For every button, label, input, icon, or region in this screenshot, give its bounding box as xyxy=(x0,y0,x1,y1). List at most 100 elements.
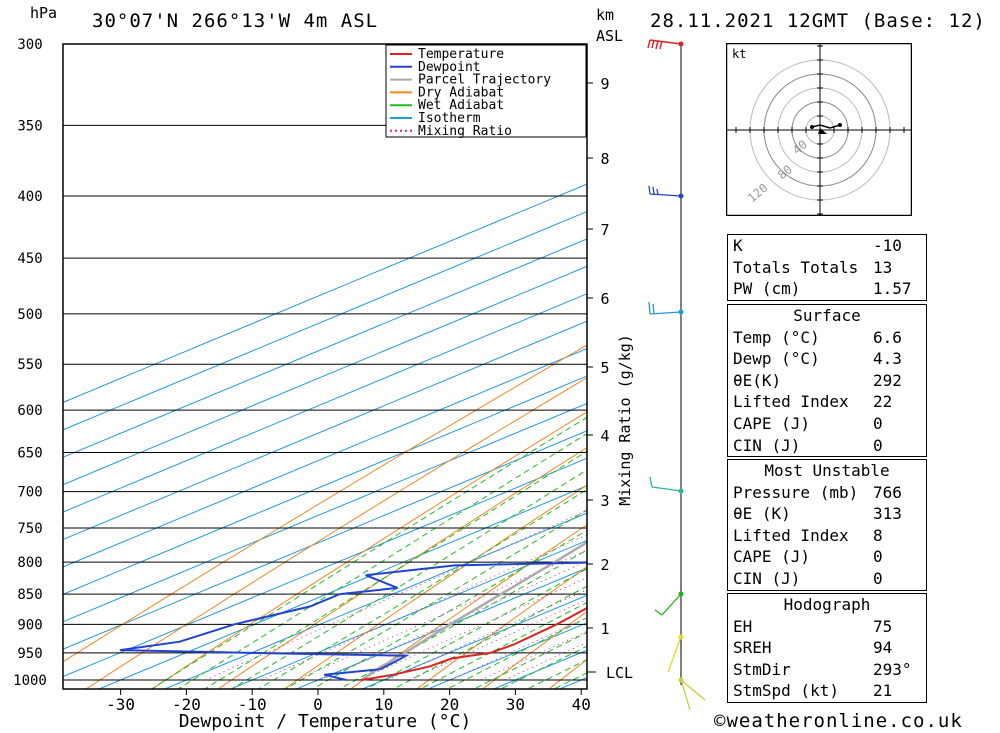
dry-adiabat-line xyxy=(481,611,587,689)
index-value: 94 xyxy=(873,638,893,658)
indices-most-unstable-box: Most Unstable Pressure (mb) 766 θE (K) 313 L… xyxy=(727,459,927,591)
pressure-tick-label: 300 xyxy=(17,37,42,53)
x-tick-label: 30 xyxy=(506,695,525,714)
index-value: 1.57 xyxy=(873,279,912,299)
legend-label: Mixing Ratio xyxy=(418,124,512,139)
wind-barb-icon xyxy=(654,593,682,616)
isotherm-line xyxy=(63,238,587,458)
index-label: StmSpd (kt) xyxy=(733,681,839,701)
legend-label: Parcel Trajectory xyxy=(418,73,551,88)
pressure-tick-label: 600 xyxy=(17,403,42,419)
km-tick-label: 1 xyxy=(600,620,609,638)
index-label: θE(K) xyxy=(733,370,782,390)
dry-adiabat-line xyxy=(349,524,587,689)
wet-adiabat-line xyxy=(150,416,587,689)
wet-adiabat-line xyxy=(230,469,587,689)
index-value: 6.6 xyxy=(873,327,902,347)
index-row: Lifted Index 22 xyxy=(728,391,926,413)
indices-basic-box: K -10 Totals Totals 13 PW (cm) 1.57 xyxy=(727,234,927,301)
index-row: CIN (J) 0 xyxy=(728,435,926,457)
km-tick-label: 4 xyxy=(600,427,609,445)
wet-adiabat-line xyxy=(446,617,587,689)
index-value: 293° xyxy=(873,659,912,679)
index-row: θE(K) 292 xyxy=(728,370,926,392)
index-value: 766 xyxy=(873,482,902,502)
dry-adiabat-line xyxy=(217,446,587,689)
index-value: 75 xyxy=(873,616,893,636)
wet-adiabat-line xyxy=(365,568,587,689)
index-label: CIN (J) xyxy=(733,435,801,455)
plot-frame xyxy=(62,43,588,690)
legend-label: Isotherm xyxy=(418,111,481,126)
x-tick-label: -10 xyxy=(238,695,267,714)
index-label: PW (cm) xyxy=(733,279,801,299)
wet-adiabat-line xyxy=(203,450,587,689)
wet-adiabat-line xyxy=(257,488,587,689)
index-row: K -10 xyxy=(728,235,926,257)
dry-adiabat-line xyxy=(283,484,587,689)
wind-barb-icon xyxy=(649,476,682,492)
index-value: 292 xyxy=(873,370,902,390)
storm-motion-icon xyxy=(818,128,827,134)
index-label: CAPE (J) xyxy=(733,547,811,567)
pressure-tick-label: 850 xyxy=(17,587,42,603)
index-label: Totals Totals xyxy=(733,257,859,277)
isotherm-line xyxy=(63,457,587,678)
km-tick-label: 7 xyxy=(600,221,609,239)
pressure-tick-label: 750 xyxy=(17,521,42,537)
wind-barb-icon xyxy=(647,39,682,50)
index-value: 13 xyxy=(873,257,893,277)
km-tick-label: 2 xyxy=(600,556,609,574)
wind-barb-icon xyxy=(648,185,682,197)
pressure-tick-label: 500 xyxy=(17,307,42,323)
index-label: Dewp (°C) xyxy=(733,349,820,369)
index-row: CIN (J) 0 xyxy=(728,568,926,590)
pressure-tick-label: 700 xyxy=(17,485,42,501)
isotherm-line xyxy=(63,293,587,513)
indices-surface-box: Surface Temp (°C) 6.6 Dewp (°C) 4.3 θE(K) 292… xyxy=(727,304,927,458)
isotherm-line xyxy=(63,430,587,650)
lcl-label: LCL xyxy=(606,664,633,682)
isotherm-line xyxy=(63,375,587,595)
wet-adiabat-line xyxy=(177,433,587,689)
wet-adiabat-line xyxy=(472,631,587,689)
hodograph-ring-label: 120 xyxy=(745,181,771,206)
parcel-trajectory-curve xyxy=(360,540,587,682)
index-row: Dewp (°C) 4.3 xyxy=(728,348,926,370)
legend-label: Wet Adiabat xyxy=(418,98,504,113)
copyright-footer: ©weatheronline.co.uk xyxy=(714,710,963,732)
index-value: 0 xyxy=(873,435,883,455)
hodograph-point xyxy=(838,123,842,127)
index-label: Lifted Index xyxy=(733,392,849,412)
dry-adiabat-line xyxy=(994,8,1000,706)
index-label: Temp (°C) xyxy=(733,327,820,347)
hodograph-point xyxy=(810,125,814,129)
index-row: EH 75 xyxy=(728,616,926,638)
most-unstable-title: Most Unstable xyxy=(764,461,890,480)
hodograph-trace xyxy=(811,124,841,129)
index-label: CAPE (J) xyxy=(733,413,811,433)
x-tick-label: 0 xyxy=(313,695,323,714)
index-row: StmDir 293° xyxy=(728,659,926,681)
pressure-tick-label: 800 xyxy=(17,555,42,571)
index-value: 21 xyxy=(873,681,893,701)
x-tick-label: 40 xyxy=(572,695,591,714)
dry-adiabat-line xyxy=(928,8,1000,706)
pressure-tick-label: 900 xyxy=(17,617,42,633)
dewpoint-curve xyxy=(119,561,587,681)
dry-adiabat-line xyxy=(85,377,587,689)
index-value: 0 xyxy=(873,568,883,588)
isotherm-line xyxy=(163,512,587,689)
hodograph-title: Hodograph xyxy=(783,595,871,614)
pressure-tick-label: 350 xyxy=(17,118,42,134)
km-tick-label: 9 xyxy=(600,75,609,93)
wind-barb-icon xyxy=(667,636,682,673)
km-tick-label: 5 xyxy=(600,359,609,377)
temperature-curve xyxy=(361,606,587,681)
isotherm-line xyxy=(63,265,587,486)
isotherm-line xyxy=(63,210,587,431)
x-tick-label: -20 xyxy=(172,695,201,714)
mixing-ratio-label: 8 xyxy=(983,396,990,409)
legend-label: Dry Adiabat xyxy=(418,85,504,100)
